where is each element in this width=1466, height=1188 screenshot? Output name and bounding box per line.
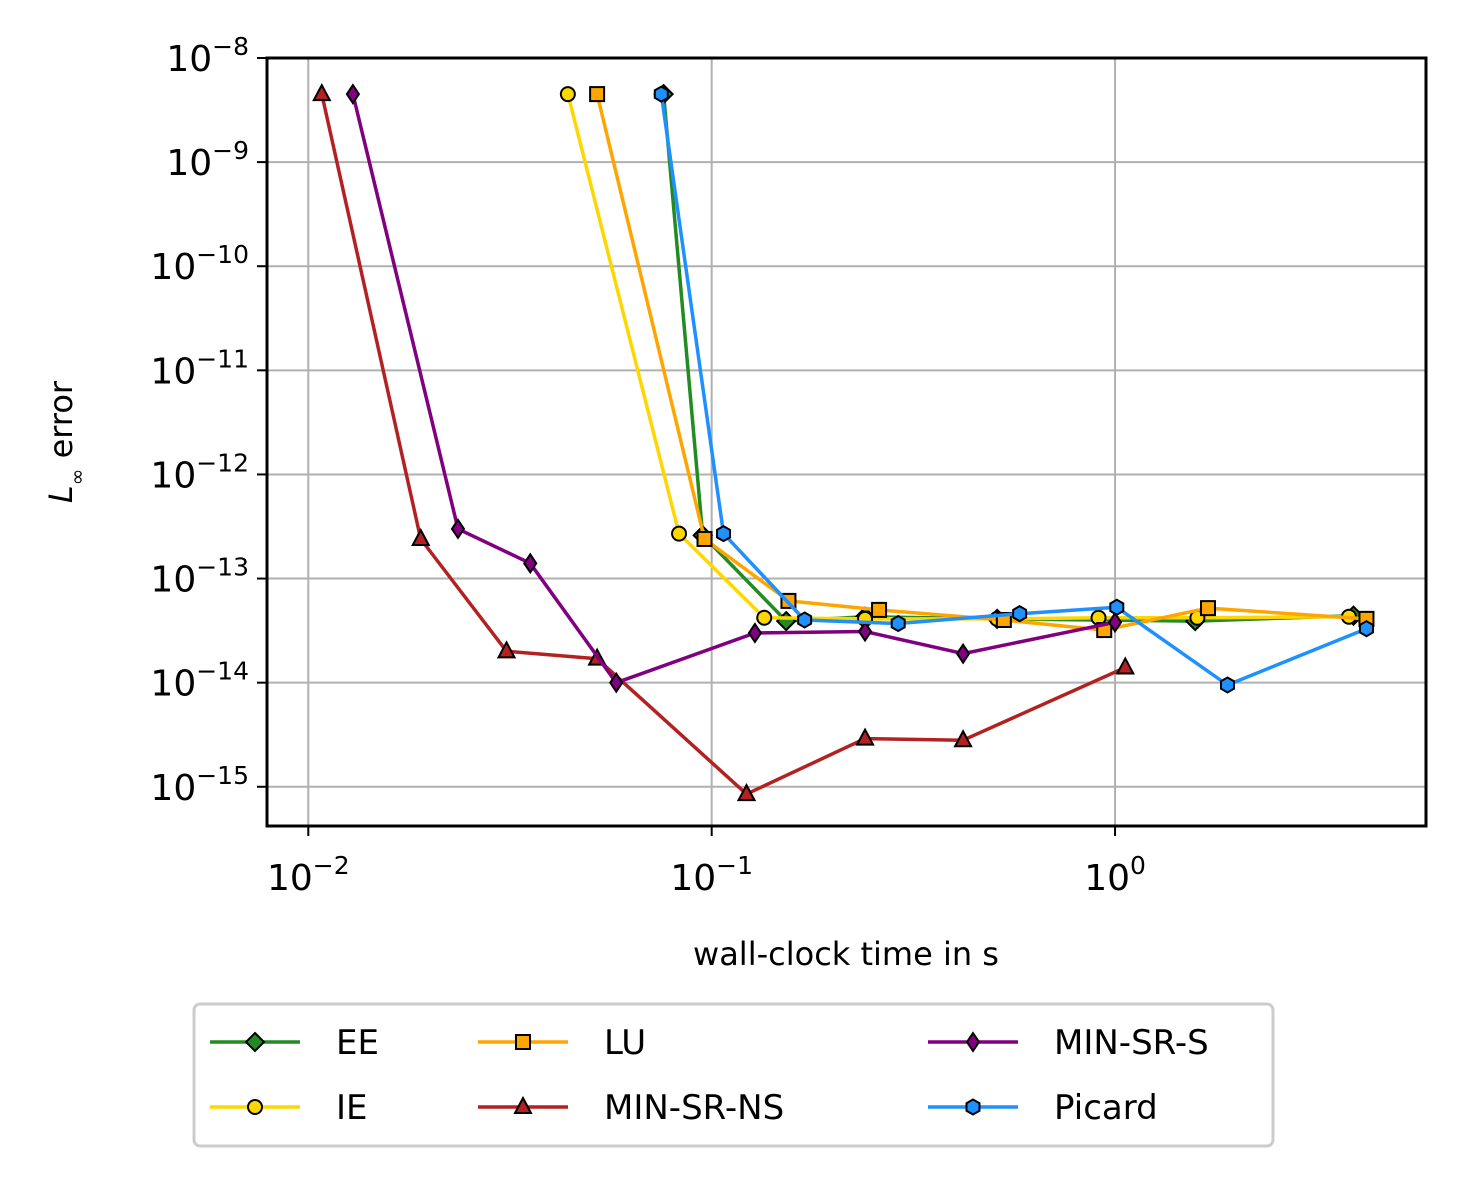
data-point-picard — [1012, 605, 1028, 623]
legend-item-min-sr-s: MIN-SR-S — [928, 1023, 1209, 1063]
series-min-sr-ns — [312, 82, 1135, 802]
data-point-min-sr-ns — [312, 82, 332, 102]
legend-label-min-sr-s: MIN-SR-S — [1054, 1023, 1209, 1063]
x-tick-label: 100 — [1084, 851, 1146, 899]
legend-marker-min-sr-ns — [513, 1095, 533, 1114]
data-point-min-sr-ns — [953, 729, 973, 748]
legend-item-min-sr-ns: MIN-SR-NS — [478, 1088, 784, 1128]
x-axis-label: wall-clock time in s — [693, 935, 999, 973]
data-point-min-sr-s — [450, 518, 466, 540]
data-point-min-sr-ns — [855, 727, 875, 746]
data-point-picard — [1220, 676, 1235, 694]
data-point-min-sr-s — [747, 622, 763, 644]
data-point-min-sr-s — [609, 671, 624, 694]
series-picard — [653, 85, 1374, 694]
y-tick-label: 10−13 — [150, 553, 249, 601]
legend-label-ie: IE — [336, 1088, 368, 1128]
series-line-lu — [595, 93, 1367, 632]
legend-item-ee: EE — [210, 1023, 379, 1063]
data-point-min-sr-ns — [736, 782, 757, 802]
x-tick-label: 10−2 — [267, 851, 350, 899]
legend-marker-min-sr-s — [965, 1031, 981, 1053]
data-point-picard — [890, 614, 906, 633]
data-point-min-sr-s — [955, 642, 971, 665]
data-point-min-sr-ns — [411, 527, 431, 546]
y-tick-label: 10−14 — [150, 657, 249, 705]
legend-item-lu: LU — [478, 1023, 646, 1063]
legend-label-ee: EE — [336, 1023, 379, 1063]
legend-item-ie: IE — [210, 1088, 368, 1128]
data-point-picard — [1358, 620, 1374, 638]
y-tick-label: 10−15 — [150, 761, 249, 809]
y-tick-label: 10−8 — [166, 32, 249, 80]
data-point-min-sr-s — [857, 620, 873, 643]
data-point-min-sr-ns — [496, 640, 517, 659]
y-axis-label: L∞ error — [42, 380, 89, 503]
legend-box — [192, 1002, 1275, 1148]
legend-marker-picard — [965, 1098, 981, 1116]
legend-label-picard: Picard — [1054, 1088, 1158, 1128]
x-tick-label: 10−1 — [670, 851, 753, 899]
data-point-ie — [671, 525, 688, 542]
data-point-picard — [653, 85, 669, 103]
ticks: 10−2 10−1 100 10−8 10−9 10−10 10−11 10−12 10−13 1… — [150, 32, 1145, 899]
plot-frame — [265, 56, 1428, 828]
data-point-picard — [797, 611, 813, 629]
y-tick-label: 10−12 — [150, 448, 249, 496]
series-line-min-sr-ns — [320, 93, 1127, 796]
series-layer — [312, 82, 1375, 802]
legend-item-picard: Picard — [928, 1088, 1158, 1128]
data-point-ie — [756, 609, 773, 626]
series-line-min-sr-s — [351, 93, 1116, 685]
data-point-picard — [1109, 598, 1125, 616]
legend-marker-lu — [515, 1034, 531, 1050]
data-point-lu — [1200, 600, 1217, 617]
data-point-picard — [716, 524, 732, 543]
data-point-min-sr-s — [1107, 611, 1123, 634]
y-tick-label: 10−10 — [150, 240, 249, 288]
legend-marker-ee — [244, 1031, 266, 1053]
data-point-lu — [871, 601, 888, 618]
data-point-lu — [589, 86, 606, 103]
legend-marker-ie — [247, 1099, 263, 1115]
legend-label-lu: LU — [604, 1023, 646, 1063]
series-min-sr-s — [345, 83, 1123, 694]
series-line-picard — [659, 93, 1368, 687]
y-tick-label: 10−9 — [166, 136, 249, 184]
y-tick-label: 10−11 — [150, 344, 249, 392]
data-point-ie — [559, 86, 576, 103]
legend: EE IE LU MIN-SR-NS MIN-SR-S Picard — [192, 1002, 1275, 1148]
data-point-min-sr-s — [523, 552, 538, 575]
data-point-lu — [696, 530, 713, 547]
series-line-ie — [566, 93, 1349, 621]
legend-label-min-sr-ns: MIN-SR-NS — [604, 1088, 784, 1128]
data-point-min-sr-ns — [1115, 656, 1135, 675]
data-point-min-sr-s — [345, 83, 361, 105]
